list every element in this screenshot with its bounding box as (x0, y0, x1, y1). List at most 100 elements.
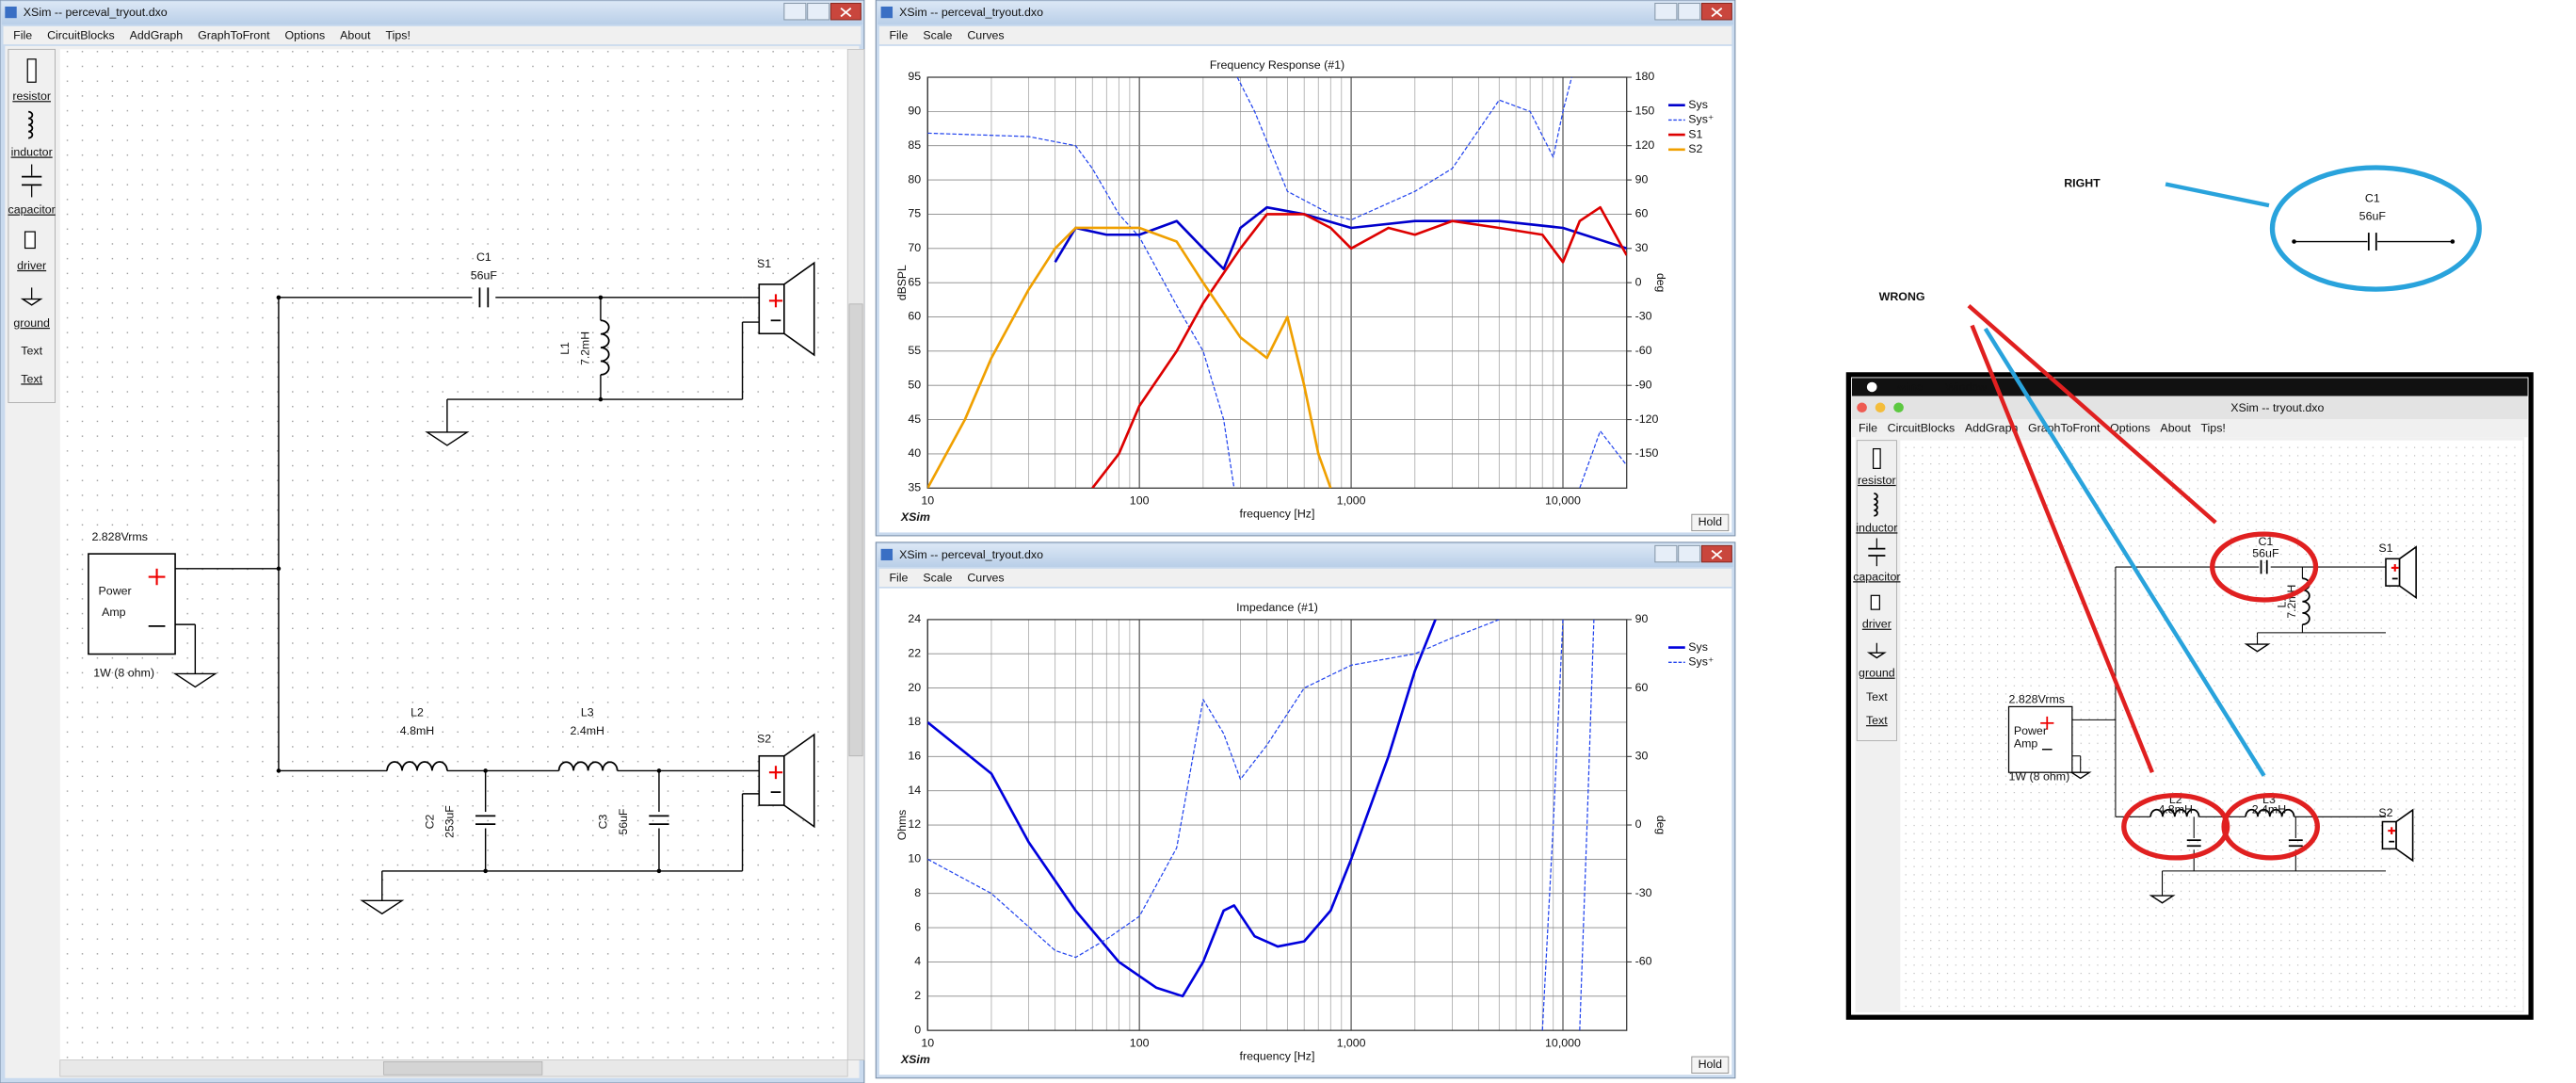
scroll-thumb (848, 303, 863, 757)
tool-label[interactable]: capacitor (8, 203, 56, 217)
inset-menu-item: Tips! (2200, 422, 2225, 435)
ground-symbol (2069, 771, 2092, 780)
terminal (2292, 239, 2296, 244)
legend-label: Sys (1688, 640, 1708, 654)
inset-source-load: 1W (8 ohm) (2009, 770, 2070, 784)
chart-title: Impedance (#1) (1236, 601, 1318, 614)
app-icon (880, 6, 894, 19)
legend-label: Sys⁺ (1688, 113, 1714, 126)
y2-axis-label: deg (1654, 816, 1667, 835)
tool-label[interactable]: ground (1859, 667, 1895, 680)
menu-item[interactable]: AddGraph (130, 29, 184, 42)
close-glyph (840, 8, 852, 18)
menu-item[interactable]: Curves (967, 29, 1004, 42)
junction (276, 566, 282, 572)
inset-power-amp (2007, 705, 2073, 773)
y-tick-label: 12 (908, 817, 921, 831)
hold-button[interactable] (1691, 1056, 1730, 1074)
y2-tick-label: 60 (1635, 207, 1649, 220)
junction (598, 396, 604, 402)
tool-label[interactable]: resistor (12, 89, 51, 103)
component-name: C1 (476, 251, 491, 264)
pointer-line (1970, 324, 2154, 773)
tool-label[interactable]: Text (1866, 690, 1888, 703)
y2-tick-label: 30 (1635, 750, 1649, 763)
inductor-coil (2245, 808, 2295, 817)
menu-item[interactable]: CircuitBlocks (47, 29, 115, 42)
legend-label: S1 (1688, 127, 1702, 140)
menu-item[interactable]: File (13, 29, 32, 42)
y-tick-label: 65 (908, 275, 921, 288)
curve (1054, 205, 1627, 270)
x-tick-label: 1,000 (1337, 494, 1366, 508)
tool-label[interactable]: resistor (1858, 474, 1896, 487)
hold-button[interactable] (1691, 513, 1730, 532)
maximize-button (1678, 2, 1701, 21)
menu-item[interactable]: Curves (967, 572, 1004, 585)
speaker-magnet (2385, 558, 2401, 587)
wrong-label: WRONG (1879, 290, 1925, 303)
ground-symbol (20, 298, 43, 306)
y-tick-label: 16 (908, 750, 921, 763)
tool-label[interactable]: ground (13, 316, 50, 330)
menu-item[interactable]: Tips! (385, 29, 410, 42)
y2-tick-label: 180 (1635, 70, 1655, 83)
menu-item[interactable]: File (889, 29, 908, 42)
x-tick-label: 10 (921, 494, 934, 508)
window-title: XSim -- perceval_tryout.dxo (24, 6, 168, 19)
junction (656, 868, 662, 874)
tool-label[interactable]: driver (1862, 618, 1892, 631)
y2-tick-label: 150 (1635, 105, 1655, 118)
tool-label[interactable]: inductor (1856, 521, 1897, 534)
source-name: Amp (102, 606, 126, 619)
menu-item[interactable]: About (340, 29, 371, 42)
inset-source-name: Amp (2014, 737, 2038, 751)
curve (927, 619, 1437, 998)
junction (276, 295, 282, 300)
driver-icon (1870, 594, 1880, 610)
y-tick-label: 40 (908, 446, 921, 460)
traffic-light (1857, 402, 1867, 413)
speaker-magnet (2381, 820, 2397, 850)
inset-menu-item: File (1859, 422, 1877, 435)
hold-button-label[interactable]: Hold (1699, 515, 1723, 528)
inset-source-voltage: 2.828Vrms (2009, 693, 2065, 706)
mac-menu-app: wine (1896, 380, 1924, 394)
menu-item[interactable]: File (889, 572, 908, 585)
tool-label[interactable]: inductor (11, 146, 53, 159)
tool-label[interactable]: Text (21, 345, 42, 358)
pointer-line (1983, 327, 2266, 777)
ground-symbol (2149, 895, 2176, 904)
speaker-cone (2395, 808, 2414, 863)
driver-icon (24, 231, 36, 250)
ground-symbol (425, 431, 470, 446)
inset-menu-item: CircuitBlocks (1888, 422, 1956, 435)
ground-symbol (2244, 643, 2271, 653)
inset-menu-item: Options (2110, 422, 2150, 435)
app-icon (5, 6, 17, 19)
y-tick-label: 6 (914, 920, 921, 933)
speaker-cone (2398, 545, 2417, 600)
junction (656, 768, 662, 773)
tool-label[interactable]: capacitor (1853, 570, 1900, 583)
plot-border (926, 619, 1628, 1031)
x-tick-label: 100 (1130, 1036, 1150, 1049)
inductor-coil (557, 761, 619, 771)
y-tick-label: 24 (908, 612, 921, 625)
menu-item[interactable]: GraphToFront (198, 29, 270, 42)
tool-label[interactable]: Text (21, 372, 42, 385)
component-value: 253uF (443, 805, 457, 838)
inductor-coil (1874, 493, 1878, 517)
legend-label: Sys (1688, 98, 1708, 111)
menu-item[interactable]: Scale (923, 572, 952, 585)
tool-label[interactable]: driver (17, 259, 46, 272)
inset-component-name: C1 (2258, 535, 2273, 548)
driver-name: S2 (757, 733, 771, 746)
hold-button-label[interactable]: Hold (1699, 1058, 1723, 1071)
tool-label[interactable]: Text (1866, 714, 1888, 727)
menu-item[interactable]: Options (284, 29, 325, 42)
menu-bar (878, 25, 1732, 45)
minimize-button (783, 2, 807, 21)
menu-item[interactable]: Scale (923, 29, 952, 42)
x-axis-label: frequency [Hz] (1240, 1049, 1315, 1062)
